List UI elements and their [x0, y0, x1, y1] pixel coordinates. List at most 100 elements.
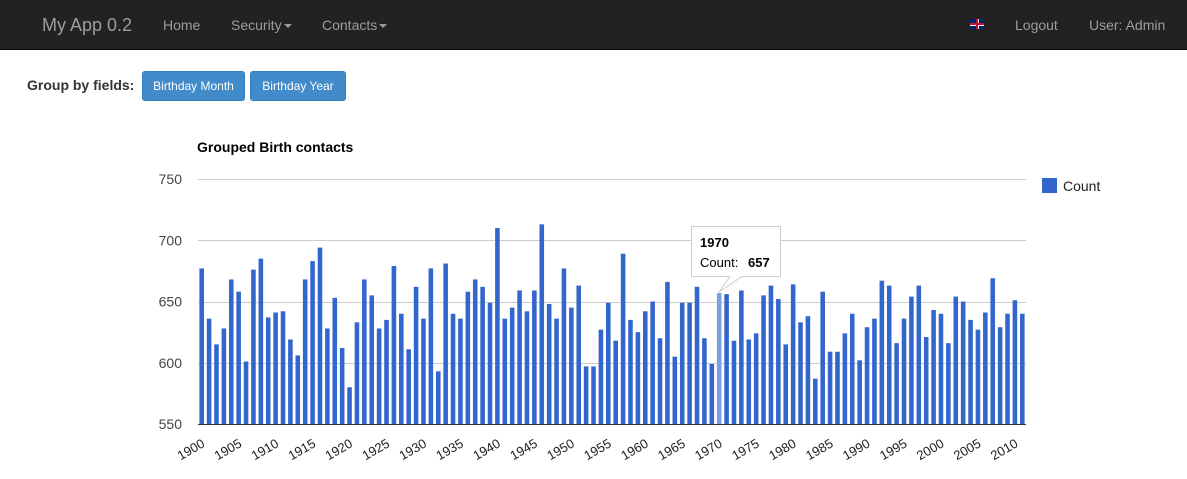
bar-1946[interactable]: [539, 224, 545, 424]
bar-2010[interactable]: [1012, 300, 1018, 424]
bar-1907[interactable]: [251, 269, 256, 424]
bar-2007[interactable]: [990, 278, 996, 424]
bar-1942[interactable]: [509, 307, 515, 425]
bar-1963[interactable]: [665, 281, 670, 424]
bar-2000[interactable]: [938, 313, 944, 424]
bar-1983[interactable]: [813, 378, 818, 424]
bar-1981[interactable]: [798, 322, 803, 424]
bar-1920[interactable]: [347, 387, 352, 424]
bar-1917[interactable]: [325, 328, 330, 424]
nav-home[interactable]: Home: [163, 17, 201, 33]
bar-2008[interactable]: [997, 327, 1003, 424]
bar-1945[interactable]: [532, 290, 537, 424]
bar-1979[interactable]: [783, 344, 789, 425]
bar-1927[interactable]: [399, 313, 404, 424]
bar-1976[interactable]: [761, 295, 766, 425]
bar-1930[interactable]: [421, 318, 426, 424]
bar-1912[interactable]: [288, 339, 293, 424]
bar-1980[interactable]: [790, 284, 796, 424]
bar-1965[interactable]: [679, 302, 685, 424]
bar-1938[interactable]: [480, 286, 485, 424]
bar-1954[interactable]: [598, 329, 604, 424]
bar-1988[interactable]: [849, 313, 855, 424]
bar-1955[interactable]: [606, 302, 611, 424]
bar-1969[interactable]: [709, 363, 715, 424]
bar-1974[interactable]: [746, 339, 752, 424]
bar-1916[interactable]: [317, 247, 323, 424]
bar-1911[interactable]: [280, 311, 286, 424]
bar-1960[interactable]: [642, 311, 648, 424]
bar-1996[interactable]: [909, 296, 914, 424]
brand-link[interactable]: My App 0.2: [42, 15, 133, 35]
bar-1909[interactable]: [265, 317, 271, 424]
bar-2003[interactable]: [960, 301, 966, 425]
bar-1989[interactable]: [857, 360, 862, 424]
bar-1964[interactable]: [672, 356, 678, 425]
bar-1972[interactable]: [731, 340, 737, 424]
bar-1903[interactable]: [221, 328, 227, 424]
bar-1928[interactable]: [406, 349, 411, 424]
bar-1951[interactable]: [576, 285, 582, 424]
bar-1985[interactable]: [827, 351, 833, 424]
uk-flag-icon[interactable]: [970, 19, 984, 29]
bar-1975[interactable]: [753, 333, 759, 424]
bar-1990[interactable]: [864, 327, 870, 424]
bar-1935[interactable]: [458, 318, 463, 424]
bar-1902[interactable]: [214, 344, 219, 425]
bar-1933[interactable]: [443, 263, 448, 424]
nav-user[interactable]: User: Admin: [1089, 17, 1166, 33]
bar-1913[interactable]: [295, 355, 301, 424]
nav-logout[interactable]: Logout: [1015, 17, 1058, 33]
bar-1915[interactable]: [310, 261, 315, 424]
bar-1947[interactable]: [546, 303, 552, 424]
bar-1944[interactable]: [524, 311, 530, 424]
bar-1931[interactable]: [428, 268, 434, 424]
bar-2001[interactable]: [946, 343, 951, 424]
nav-contacts-dropdown[interactable]: Contacts: [322, 0, 388, 50]
bar-1929[interactable]: [413, 286, 419, 424]
bar-1982[interactable]: [805, 316, 811, 424]
bar-2011[interactable]: [1020, 313, 1025, 424]
bar-1936[interactable]: [465, 291, 471, 424]
bar-1998[interactable]: [923, 337, 929, 424]
bar-1977[interactable]: [768, 285, 774, 424]
bar-1968[interactable]: [702, 338, 707, 424]
nav-security-dropdown[interactable]: Security: [231, 0, 292, 50]
bar-1952[interactable]: [583, 366, 589, 424]
bar-1993[interactable]: [886, 285, 892, 424]
bar-1943[interactable]: [517, 290, 522, 424]
bar-1991[interactable]: [872, 318, 877, 424]
bar-1919[interactable]: [339, 348, 345, 424]
bar-1905[interactable]: [236, 291, 241, 424]
birthday-year-button[interactable]: Birthday Year: [250, 71, 346, 101]
bar-1957[interactable]: [620, 253, 626, 424]
bar-2002[interactable]: [953, 296, 959, 424]
bar-1926[interactable]: [391, 265, 397, 424]
bar-1921[interactable]: [354, 322, 360, 424]
bar-1959[interactable]: [635, 332, 641, 425]
bar-1986[interactable]: [835, 351, 840, 424]
bar-1973[interactable]: [739, 290, 744, 424]
bar-1958[interactable]: [628, 319, 633, 425]
bar-2004[interactable]: [968, 319, 973, 425]
bar-1914[interactable]: [302, 279, 308, 424]
bar-1925[interactable]: [384, 319, 389, 425]
bar-1904[interactable]: [228, 279, 234, 424]
bar-1966[interactable]: [687, 302, 692, 424]
bar-1950[interactable]: [569, 307, 574, 425]
bar-1978[interactable]: [776, 299, 781, 424]
bar-2005[interactable]: [975, 329, 981, 424]
bar-1956[interactable]: [613, 340, 618, 424]
bar-1970[interactable]: [716, 292, 722, 424]
bar-1992[interactable]: [879, 280, 885, 424]
bar-2009[interactable]: [1005, 313, 1010, 424]
bar-1922[interactable]: [362, 279, 367, 424]
bar-1987[interactable]: [842, 333, 848, 424]
bar-1961[interactable]: [650, 301, 655, 425]
bar-1940[interactable]: [495, 228, 500, 424]
bar-1924[interactable]: [376, 328, 382, 424]
bar-1971[interactable]: [724, 294, 729, 424]
bar-1908[interactable]: [258, 258, 264, 425]
bar-1953[interactable]: [591, 366, 596, 424]
bar-1999[interactable]: [931, 310, 936, 424]
